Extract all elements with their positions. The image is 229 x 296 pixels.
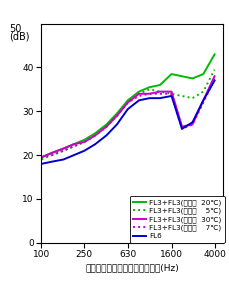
FL3+FL3(通常合    7℃) bbox=[62, 149, 65, 152]
FL3+FL3(通常合    7℃) bbox=[50, 153, 53, 157]
FL3+FL3(遠音合    5℃) bbox=[105, 125, 107, 128]
FL3+FL3(通常合  30℃) bbox=[105, 125, 107, 128]
FL3+FL3(遠音合    5℃) bbox=[62, 149, 65, 152]
FL3+FL3(遠音合  20℃) bbox=[158, 83, 161, 87]
FL6 bbox=[180, 127, 183, 131]
FL3+FL3(通常合  30℃) bbox=[180, 125, 183, 128]
FL3+FL3(遠音合  20℃) bbox=[169, 72, 172, 76]
FL3+FL3(遠音合    5℃) bbox=[93, 133, 96, 137]
FL3+FL3(通常合    7℃) bbox=[180, 127, 183, 131]
FL3+FL3(遠音合    5℃) bbox=[72, 144, 75, 148]
FL6 bbox=[137, 99, 140, 102]
FL3+FL3(通常合  30℃) bbox=[201, 99, 204, 102]
Line: FL3+FL3(遠音合  20℃): FL3+FL3(遠音合 20℃) bbox=[41, 54, 214, 157]
FL3+FL3(遠音合    5℃) bbox=[158, 90, 161, 93]
FL3+FL3(遠音合    5℃) bbox=[50, 153, 53, 157]
FL3+FL3(通常合    7℃) bbox=[137, 94, 140, 98]
FL3+FL3(遠音合  20℃) bbox=[126, 99, 129, 102]
FL6 bbox=[62, 158, 65, 161]
FL3+FL3(遠音合    5℃) bbox=[83, 140, 85, 144]
FL3+FL3(遠音合    5℃) bbox=[169, 92, 172, 96]
FL3+FL3(遠音合    5℃) bbox=[126, 101, 129, 104]
FL3+FL3(通常合  30℃) bbox=[169, 90, 172, 93]
FL3+FL3(通常合    7℃) bbox=[115, 114, 118, 118]
FL3+FL3(通常合    7℃) bbox=[40, 155, 43, 159]
FL3+FL3(遠音合  20℃) bbox=[115, 112, 118, 115]
FL6 bbox=[105, 133, 107, 137]
FL6 bbox=[158, 96, 161, 100]
FL3+FL3(通常合    7℃) bbox=[72, 144, 75, 148]
FL3+FL3(遠音合  20℃) bbox=[62, 147, 65, 150]
FL3+FL3(通常合  30℃) bbox=[50, 151, 53, 155]
Legend: FL3+FL3(遠音合  20℃), FL3+FL3(遠音合    5℃), FL3+FL3(通常合  30℃), FL3+FL3(通常合    7℃), FL: FL3+FL3(遠音合 20℃), FL3+FL3(遠音合 5℃), FL3+F… bbox=[129, 196, 224, 243]
FL3+FL3(通常合  30℃) bbox=[93, 133, 96, 137]
FL3+FL3(遠音合  20℃) bbox=[72, 142, 75, 146]
FL6 bbox=[201, 99, 204, 102]
FL3+FL3(遠音合    5℃) bbox=[180, 94, 183, 98]
FL3+FL3(通常合    7℃) bbox=[158, 92, 161, 96]
FL3+FL3(遠音合    5℃) bbox=[40, 158, 43, 161]
FL3+FL3(通常合  30℃) bbox=[190, 123, 193, 126]
FL3+FL3(遠音合  20℃) bbox=[201, 72, 204, 76]
Line: FL6: FL6 bbox=[41, 81, 214, 164]
FL3+FL3(通常合    7℃) bbox=[212, 77, 215, 80]
FL3+FL3(通常合  30℃) bbox=[62, 147, 65, 150]
FL3+FL3(遠音合  20℃) bbox=[83, 138, 85, 141]
FL3+FL3(通常合    7℃) bbox=[93, 133, 96, 137]
FL3+FL3(遠音合  20℃) bbox=[93, 131, 96, 135]
FL3+FL3(遠音合    5℃) bbox=[137, 92, 140, 96]
FL3+FL3(遠音合  20℃) bbox=[180, 75, 183, 78]
FL3+FL3(通常合    7℃) bbox=[105, 125, 107, 128]
FL3+FL3(通常合  30℃) bbox=[83, 140, 85, 144]
FL3+FL3(通常合  30℃) bbox=[40, 155, 43, 159]
FL3+FL3(遠音合    5℃) bbox=[201, 90, 204, 93]
FL6 bbox=[50, 160, 53, 163]
FL3+FL3(通常合  30℃) bbox=[137, 92, 140, 96]
FL6 bbox=[115, 123, 118, 126]
FL6 bbox=[212, 79, 215, 82]
FL3+FL3(通常合  30℃) bbox=[115, 114, 118, 118]
FL3+FL3(通常合    7℃) bbox=[190, 123, 193, 126]
FL6 bbox=[93, 142, 96, 146]
FL3+FL3(遠音合    5℃) bbox=[147, 88, 150, 91]
Line: FL3+FL3(通常合    7℃): FL3+FL3(通常合 7℃) bbox=[41, 78, 214, 157]
FL3+FL3(通常合    7℃) bbox=[83, 140, 85, 144]
FL3+FL3(通常合  30℃) bbox=[72, 142, 75, 146]
Line: FL3+FL3(通常合  30℃): FL3+FL3(通常合 30℃) bbox=[41, 76, 214, 157]
FL3+FL3(遠音合    5℃) bbox=[190, 96, 193, 100]
FL6 bbox=[72, 153, 75, 157]
FL3+FL3(通常合    7℃) bbox=[147, 92, 150, 96]
FL6 bbox=[190, 120, 193, 124]
FL3+FL3(通常合  30℃) bbox=[126, 101, 129, 104]
FL3+FL3(通常合    7℃) bbox=[126, 101, 129, 104]
FL3+FL3(遠音合  20℃) bbox=[212, 53, 215, 56]
X-axis label: 合わせガラスの遮音性能と温度(Hz): 合わせガラスの遮音性能と温度(Hz) bbox=[85, 263, 178, 273]
FL3+FL3(通常合  30℃) bbox=[147, 92, 150, 96]
FL6 bbox=[169, 94, 172, 98]
FL6 bbox=[40, 162, 43, 166]
FL6 bbox=[126, 107, 129, 111]
FL3+FL3(通常合    7℃) bbox=[169, 92, 172, 96]
FL6 bbox=[147, 96, 150, 100]
FL3+FL3(遠音合  20℃) bbox=[190, 77, 193, 80]
FL3+FL3(遠音合  20℃) bbox=[147, 86, 150, 89]
FL6 bbox=[83, 149, 85, 152]
FL3+FL3(遠音合  20℃) bbox=[40, 155, 43, 159]
FL3+FL3(遠音合  20℃) bbox=[50, 151, 53, 155]
FL3+FL3(遠音合  20℃) bbox=[137, 90, 140, 93]
FL3+FL3(遠音合  20℃) bbox=[105, 123, 107, 126]
FL3+FL3(遠音合    5℃) bbox=[115, 114, 118, 118]
Line: FL3+FL3(遠音合    5℃): FL3+FL3(遠音合 5℃) bbox=[41, 70, 214, 160]
FL3+FL3(遠音合    5℃) bbox=[212, 68, 215, 71]
Text: (dB): (dB) bbox=[9, 31, 29, 41]
FL3+FL3(通常合  30℃) bbox=[158, 90, 161, 93]
FL3+FL3(通常合  30℃) bbox=[212, 75, 215, 78]
Text: 50: 50 bbox=[9, 24, 21, 34]
FL3+FL3(通常合    7℃) bbox=[201, 101, 204, 104]
